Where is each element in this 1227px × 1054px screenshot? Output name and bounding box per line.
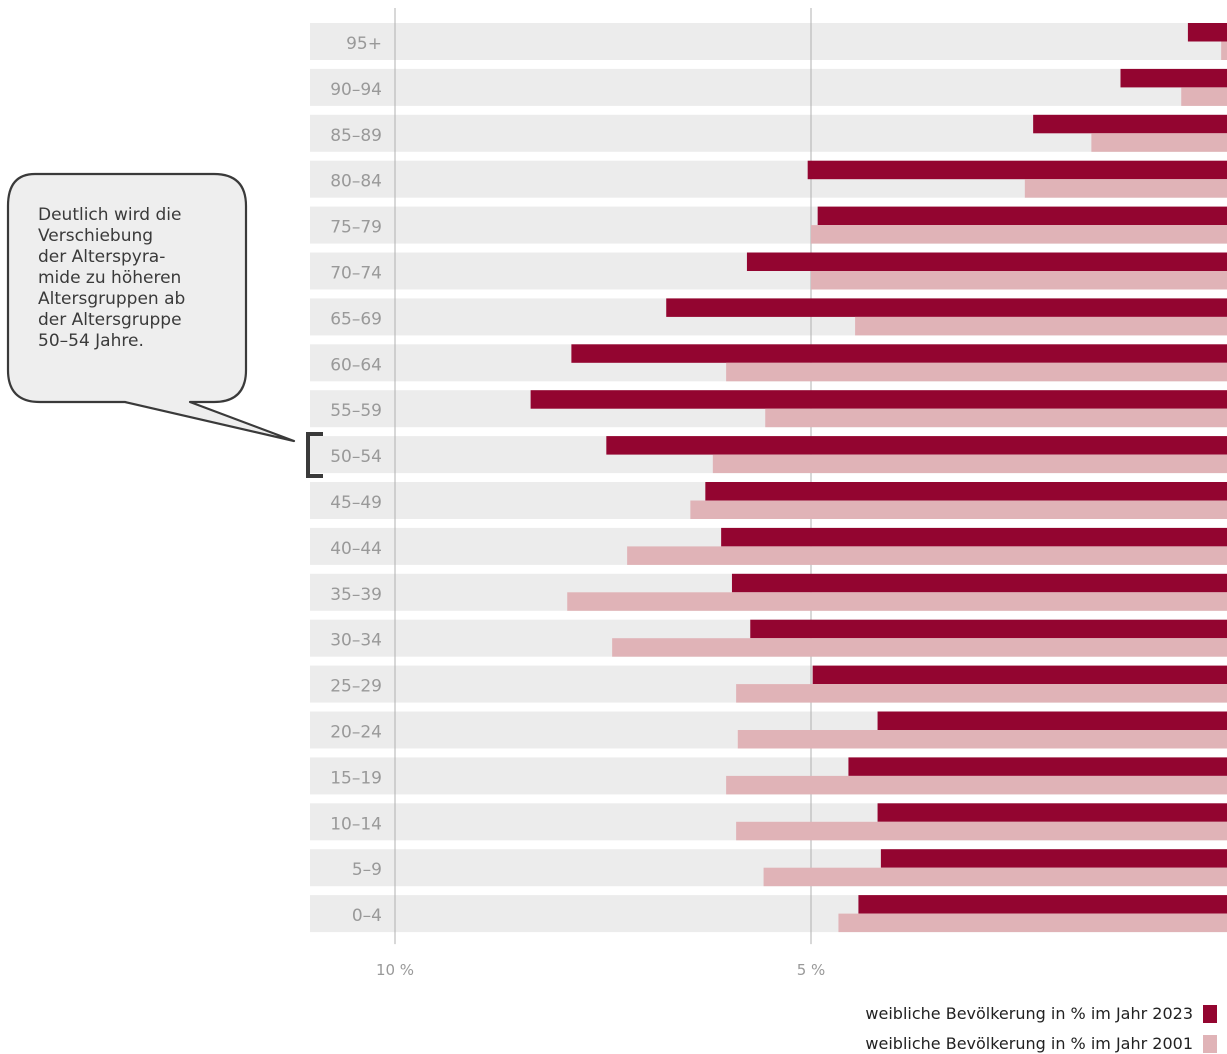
- category-label: 40–44: [330, 539, 382, 559]
- bar-2023: [858, 895, 1227, 914]
- bar-2023: [606, 436, 1227, 455]
- legend-item-2023: weibliche Bevölkerung in % im Jahr 2023: [865, 1004, 1217, 1023]
- bar-2001: [726, 362, 1227, 382]
- category-label: 90–94: [330, 80, 382, 100]
- legend-swatch-2023: [1203, 1004, 1217, 1023]
- callout-bubble: [6, 172, 296, 443]
- bar-2023: [1187, 23, 1227, 42]
- category-label: 50–54: [330, 447, 382, 467]
- category-label: 75–79: [330, 218, 382, 238]
- row-background: [310, 23, 1227, 60]
- bar-2001: [712, 454, 1227, 474]
- bar-2001: [567, 592, 1227, 611]
- bar-2001: [1091, 133, 1227, 152]
- bar-2023: [731, 573, 1227, 593]
- legend-item-2001: weibliche Bevölkerung in % im Jahr 2001: [865, 1034, 1217, 1053]
- category-label: 25–29: [330, 677, 382, 697]
- bar-2023: [705, 482, 1227, 501]
- bar-2001: [811, 271, 1227, 290]
- category-label: 10–14: [330, 814, 382, 834]
- callout-bracket: [306, 432, 323, 478]
- bar-2001: [765, 408, 1227, 428]
- bar-2001: [726, 775, 1227, 795]
- bar-2001: [736, 684, 1227, 703]
- category-label: 20–24: [330, 723, 382, 743]
- bar-2001: [1221, 41, 1227, 60]
- row-background: [310, 68, 1227, 106]
- category-label: 15–19: [330, 768, 382, 788]
- legend-label-2023: weibliche Bevölkerung in % im Jahr 2023: [865, 1004, 1193, 1023]
- bar-2023: [817, 206, 1227, 226]
- category-label: 95+: [346, 34, 382, 54]
- bar-2001: [1024, 179, 1227, 198]
- callout-text: Deutlich wird die Verschiebung der Alter…: [38, 205, 186, 351]
- bar-2023: [877, 711, 1227, 730]
- bar-2001: [763, 867, 1227, 887]
- bar-2023: [1120, 68, 1227, 88]
- tick-label: 5 %: [797, 961, 826, 979]
- bar-2023: [1033, 114, 1227, 134]
- bar-2023: [880, 849, 1227, 868]
- bar-2001: [855, 316, 1227, 336]
- category-label: 0–4: [352, 906, 382, 926]
- bar-2023: [666, 298, 1227, 317]
- category-label: 80–84: [330, 172, 382, 192]
- tick-labels: 10 % 5 %: [376, 961, 825, 979]
- bar-2023: [807, 160, 1227, 180]
- bar-2023: [571, 344, 1227, 363]
- category-label: 85–89: [330, 126, 382, 146]
- row-backgrounds: [310, 23, 1227, 933]
- bar-2023: [877, 803, 1227, 822]
- bar-2001: [612, 638, 1227, 657]
- bar-2023: [721, 527, 1227, 547]
- legend-label-2001: weibliche Bevölkerung in % im Jahr 2001: [865, 1034, 1193, 1053]
- category-label: 60–64: [330, 355, 382, 375]
- category-labels: 95+ 90–94 85–89 80–84 75–79 70–74 65–69 60–64 55…: [330, 34, 382, 926]
- category-label: 65–69: [330, 309, 382, 329]
- category-label: 45–49: [330, 493, 382, 513]
- bar-2001: [838, 913, 1227, 933]
- bar-2023: [530, 390, 1227, 409]
- bar-2001: [737, 730, 1227, 749]
- bar-2023: [746, 252, 1227, 271]
- callout: [6, 172, 323, 478]
- category-label: 55–59: [330, 401, 382, 421]
- bar-2001: [1181, 87, 1227, 106]
- category-label: 35–39: [330, 585, 382, 605]
- bar-2023: [848, 757, 1227, 776]
- category-label: 30–34: [330, 631, 382, 651]
- legend-swatch-2001: [1203, 1034, 1217, 1053]
- bar-2001: [690, 500, 1227, 519]
- bar-2001: [627, 546, 1227, 565]
- bar-2023: [750, 619, 1227, 639]
- bar-2023: [812, 665, 1227, 685]
- tick-label: 10 %: [376, 961, 414, 979]
- category-label: 5–9: [352, 860, 382, 880]
- category-label: 70–74: [330, 264, 382, 284]
- bar-2001: [811, 225, 1227, 244]
- bars: [530, 23, 1227, 933]
- bar-2001: [736, 821, 1227, 841]
